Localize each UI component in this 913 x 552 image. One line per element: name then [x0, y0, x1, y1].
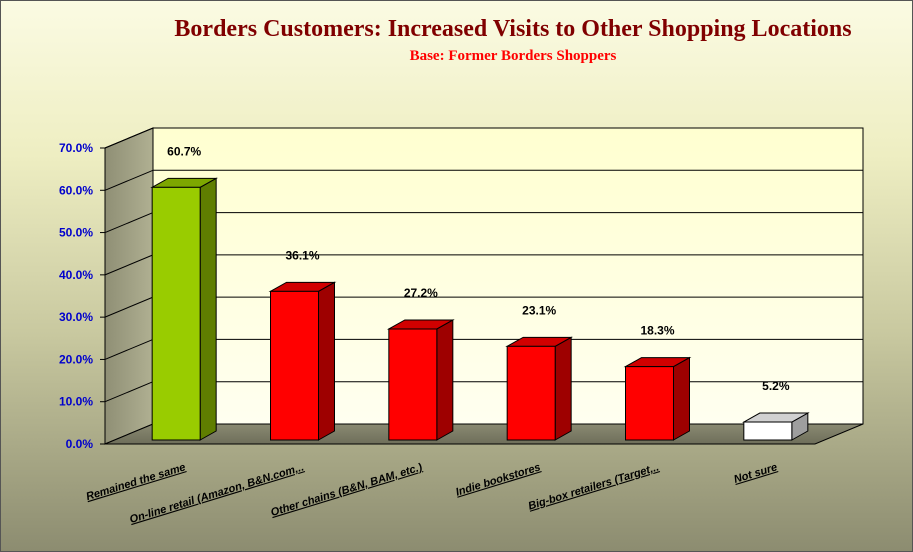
plot-walls — [104, 127, 864, 445]
left-wall — [104, 127, 154, 445]
data-label: 27.2% — [404, 286, 438, 300]
chart-subtitle: Base: Former Borders Shoppers — [409, 48, 617, 64]
bar-4 — [505, 336, 574, 441]
data-label: 60.7% — [167, 144, 201, 158]
x-tick-label: Big-box retailers (Target,.. — [527, 461, 660, 512]
y-tick-label: 20.0% — [59, 352, 93, 366]
gridline-side — [104, 296, 154, 318]
gridline-side — [104, 169, 154, 191]
y-tick-label: 10.0% — [59, 395, 93, 409]
y-tick-label: 40.0% — [59, 268, 93, 282]
bar-side — [199, 177, 217, 441]
bar-6 — [741, 412, 810, 441]
bar-front — [270, 290, 319, 441]
x-tick-label: Indie bookstores — [454, 461, 542, 498]
data-label: 23.1% — [522, 303, 556, 317]
bar-front — [506, 345, 556, 441]
y-tick-label: 0.0% — [66, 437, 94, 451]
bar-series — [150, 177, 810, 441]
data-label: 18.3% — [640, 324, 674, 338]
data-label: 5.2% — [762, 379, 790, 393]
y-tick-label: 50.0% — [59, 226, 93, 240]
data-labels: 60.7% 36.1% 27.2% 23.1% 18.3% 5.2% — [167, 144, 790, 393]
y-tick-label: 60.0% — [59, 183, 93, 197]
y-tick-label: 30.0% — [59, 310, 93, 324]
bar-side — [673, 356, 690, 441]
x-tick-label: Remained the same — [85, 461, 187, 503]
y-axis-ticks: 0.0% 10.0% 20.0% 30.0% 40.0% 50.0% 60.0% 70.0% — [59, 141, 106, 451]
gridline-side — [104, 381, 154, 403]
bar-front — [151, 186, 201, 441]
bar-side — [318, 281, 335, 441]
bar-front — [388, 328, 438, 441]
bar-5 — [623, 356, 692, 441]
bar-side — [554, 336, 572, 441]
bar-front — [743, 421, 793, 441]
gridline-side — [104, 338, 154, 360]
x-tick-label: Not sure — [733, 461, 779, 486]
gridline-side — [104, 127, 154, 149]
y-tick-label: 70.0% — [59, 141, 93, 155]
bar-3 — [386, 319, 455, 441]
gridline-side — [104, 212, 154, 234]
bar-front — [625, 366, 674, 441]
bar-1 — [150, 177, 219, 441]
bar-2 — [268, 281, 337, 441]
data-label: 36.1% — [285, 248, 319, 262]
chart-title: Borders Customers: Increased Visits to O… — [174, 16, 852, 42]
gridline-side — [104, 254, 154, 276]
bar-side — [436, 319, 454, 441]
